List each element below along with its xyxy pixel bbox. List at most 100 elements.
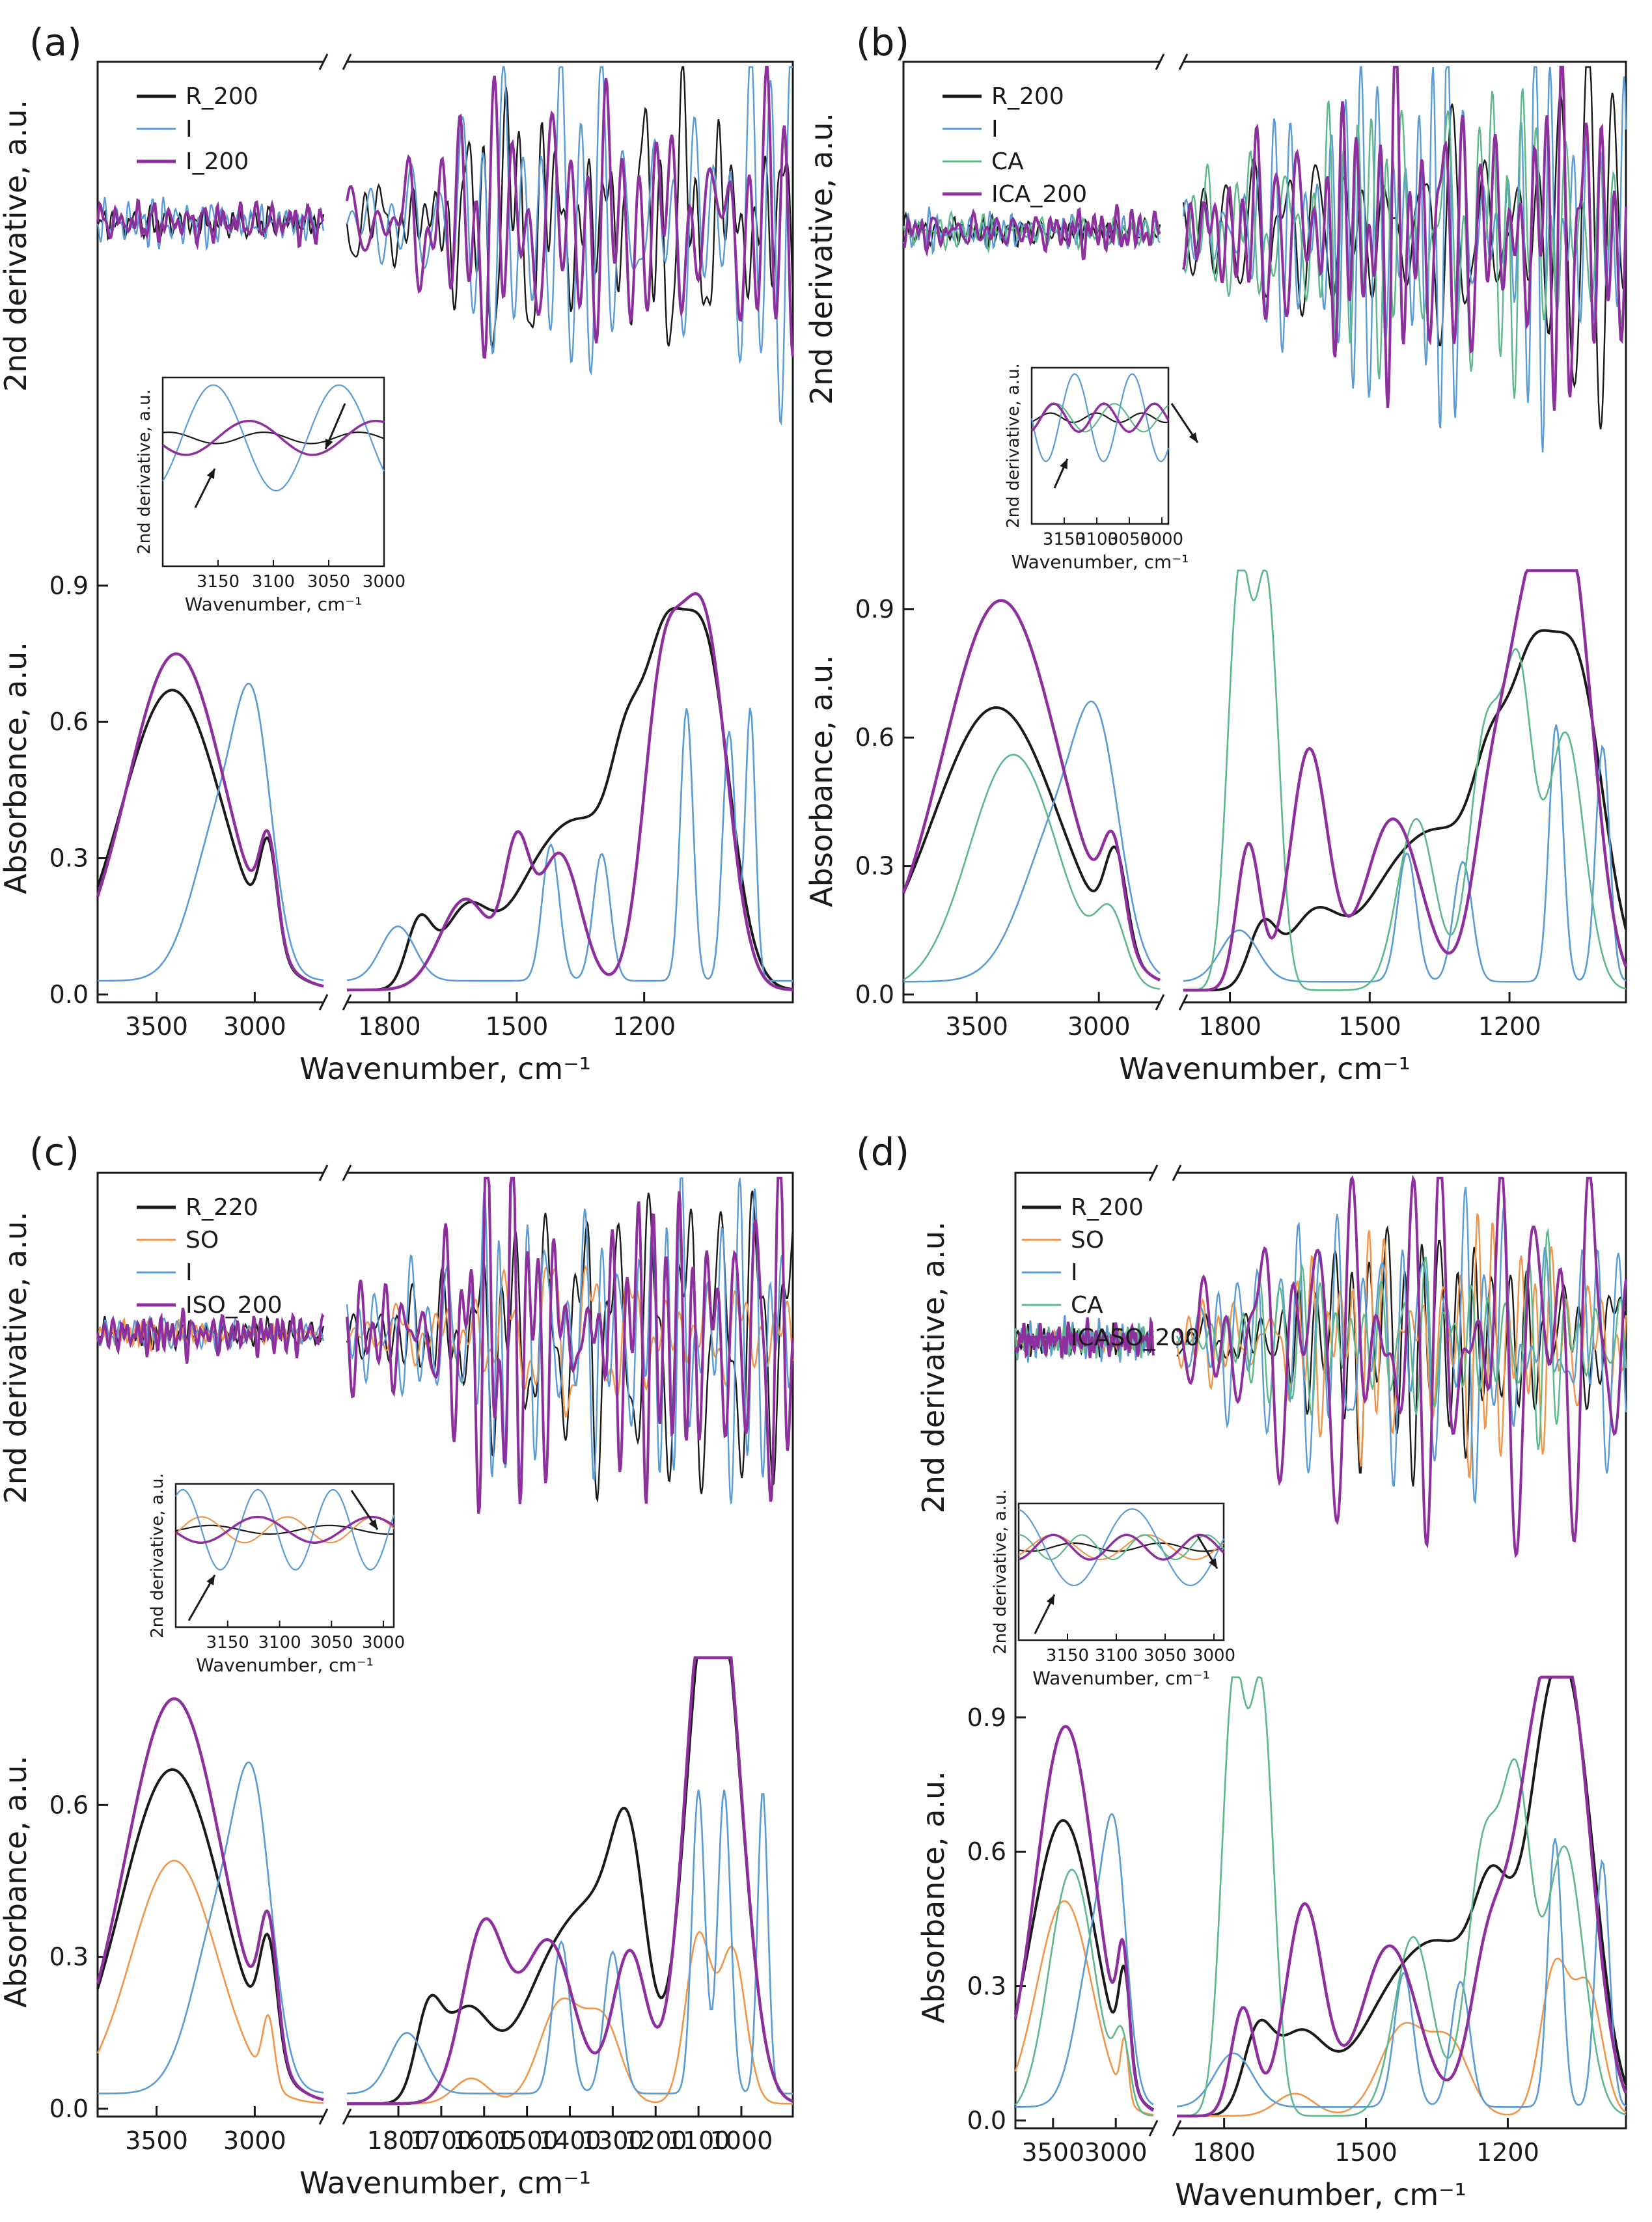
abs-line-SO bbox=[1014, 1900, 1154, 2116]
y-tick-label: 0.3 bbox=[49, 1943, 89, 1971]
abs-line-composite bbox=[902, 599, 1161, 982]
legend-label: R_220 bbox=[186, 1194, 258, 1221]
inset-arrowhead bbox=[325, 439, 333, 449]
inset-line-CA bbox=[1019, 1534, 1224, 1561]
deriv-y-axis-title: 2nd derivative, a.u. bbox=[804, 113, 839, 405]
inset-arrowhead bbox=[1209, 1558, 1217, 1569]
axis-break-mark bbox=[318, 994, 329, 1011]
deriv-line-I bbox=[346, 66, 793, 426]
axis-break-top-gap bbox=[324, 59, 347, 64]
abs-line-I bbox=[1183, 724, 1627, 983]
y-tick-label: 0.9 bbox=[49, 571, 89, 600]
abs-line-composite bbox=[347, 592, 793, 992]
deriv-y-axis-title: 2nd derivative, a.u. bbox=[0, 1211, 33, 1503]
inset-y-title: 2nd derivative, a.u. bbox=[991, 1489, 1010, 1654]
legend-label: ICASO_200 bbox=[1071, 1324, 1200, 1351]
y-tick-label: 0.6 bbox=[855, 723, 894, 752]
inset-line-R bbox=[175, 1524, 394, 1535]
inset-tick-label: 3000 bbox=[1140, 530, 1183, 549]
inset-tick-label: 3150 bbox=[1043, 530, 1086, 549]
x-tick-label: 1800 bbox=[367, 2126, 430, 2155]
abs-line-R bbox=[902, 706, 1161, 981]
abs-y-axis-title: Absorbance, a.u. bbox=[804, 655, 839, 907]
inset-y-title: 2nd derivative, a.u. bbox=[1004, 363, 1023, 528]
deriv-line-composite bbox=[1014, 1316, 1155, 1359]
abs-line-CA bbox=[1183, 569, 1627, 991]
legend-label: I bbox=[991, 116, 998, 143]
abs-y-axis-title: Absorbance, a.u. bbox=[0, 1755, 33, 2008]
inset-tick-label: 3050 bbox=[310, 1633, 353, 1653]
x-tick-label: 3000 bbox=[223, 1012, 286, 1041]
y-tick-label: 0.3 bbox=[49, 844, 89, 873]
x-axis-title: Wavenumber, cm⁻¹ bbox=[299, 2165, 591, 2201]
inset-tick-label: 3150 bbox=[197, 572, 240, 592]
abs-line-I bbox=[346, 1789, 793, 2094]
x-tick-label: 1100 bbox=[667, 2126, 730, 2155]
deriv-line-CA bbox=[1176, 1228, 1627, 1450]
inset-tick-label: 3150 bbox=[206, 1633, 249, 1653]
abs-line-R bbox=[1183, 629, 1627, 992]
deriv-y-axis-title: 2nd derivative, a.u. bbox=[916, 1221, 951, 1513]
axis-break-mark bbox=[342, 2108, 352, 2125]
legend-label: ICA_200 bbox=[991, 181, 1087, 208]
axis-break-top-gap bbox=[1160, 59, 1183, 64]
plot-frame bbox=[96, 61, 794, 1004]
inset-arrowhead bbox=[206, 469, 215, 479]
deriv-line-composite bbox=[903, 204, 1161, 261]
abs-y-axis-title: Absorbance, a.u. bbox=[916, 1771, 951, 2023]
x-axis-title: Wavenumber, cm⁻¹ bbox=[1119, 1051, 1411, 1086]
x-axis-title: Wavenumber, cm⁻¹ bbox=[1175, 2177, 1466, 2212]
inset-line-I bbox=[175, 1488, 395, 1571]
inset-frame bbox=[1017, 1502, 1225, 1641]
legend-label: I_200 bbox=[186, 148, 249, 175]
x-tick-label: 3500 bbox=[1021, 2138, 1084, 2167]
panel-b: (b) 3500 3000 1800 1500 1200 Wavenumber, cm⁻¹ 0… bbox=[804, 20, 1628, 1086]
panel-label: (c) bbox=[29, 1130, 79, 1174]
inset-y-title: 2nd derivative, a.u. bbox=[148, 1473, 167, 1638]
inset-arrowhead bbox=[1189, 432, 1198, 443]
abs-line-R bbox=[347, 607, 793, 991]
abs-line-CA bbox=[1014, 1869, 1153, 2117]
deriv-y-axis-title: 2nd derivative, a.u. bbox=[0, 100, 33, 392]
x-axis-title: Wavenumber, cm⁻¹ bbox=[299, 1051, 591, 1086]
x-tick-label: 3500 bbox=[125, 1012, 188, 1041]
axis-break-bottom-gap bbox=[1153, 2126, 1177, 2131]
axis-break-mark bbox=[1178, 53, 1189, 70]
legend-label: ISO_200 bbox=[186, 1292, 282, 1319]
abs-line-I bbox=[98, 1761, 324, 2094]
inset-tick-label: 3150 bbox=[1046, 1646, 1089, 1666]
panel-label: (b) bbox=[856, 20, 909, 64]
legend-label: SO bbox=[186, 1227, 219, 1254]
legend-label: I bbox=[186, 116, 193, 143]
inset-x-title: Wavenumber, cm⁻¹ bbox=[1032, 1667, 1210, 1689]
legend-label: R_200 bbox=[186, 83, 258, 110]
panel-label: (a) bbox=[29, 20, 82, 64]
axis-break-mark bbox=[1155, 53, 1165, 70]
axis-break-bottom-gap bbox=[324, 1000, 347, 1005]
x-tick-label: 3500 bbox=[945, 1012, 1008, 1041]
x-tick-label: 1500 bbox=[495, 2126, 558, 2155]
x-tick-label: 1500 bbox=[1334, 2138, 1397, 2167]
deriv-line-composite bbox=[96, 198, 325, 251]
x-tick-label: 1300 bbox=[581, 2126, 644, 2155]
axis-break-top-gap bbox=[324, 1170, 347, 1175]
legend-label: R_200 bbox=[1071, 1194, 1144, 1221]
x-tick-label: 1800 bbox=[1192, 2138, 1256, 2167]
inset-tick-label: 3100 bbox=[258, 1633, 301, 1653]
inset-tick-label: 3100 bbox=[1095, 1646, 1138, 1666]
inset-line-composite bbox=[1018, 1533, 1225, 1561]
axis-break-mark bbox=[342, 53, 352, 70]
legend-label: SO bbox=[1071, 1227, 1104, 1254]
inset-line-composite bbox=[161, 419, 385, 456]
axis-break-mark bbox=[318, 2108, 329, 2125]
axis-break-mark bbox=[1172, 2120, 1182, 2137]
inset-y-title: 2nd derivative, a.u. bbox=[135, 389, 154, 555]
inset-line-I bbox=[1018, 1508, 1224, 1587]
x-tick-label: 1200 bbox=[1478, 1012, 1541, 1041]
inset-tick-label: 3000 bbox=[363, 572, 406, 592]
axis-break-mark bbox=[1148, 2120, 1159, 2137]
inset-arrowhead bbox=[206, 1575, 215, 1585]
